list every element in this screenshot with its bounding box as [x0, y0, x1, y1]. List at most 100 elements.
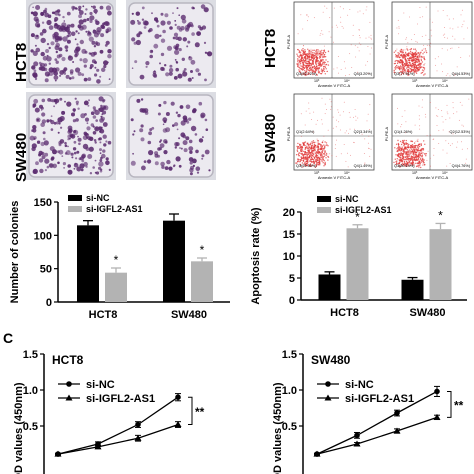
colony-dot: [95, 127, 98, 130]
flow-event-dot: [323, 53, 326, 56]
flow-event-dot: [348, 112, 350, 114]
bar: [191, 261, 213, 302]
colony-dot: [32, 125, 37, 130]
colony-dot: [102, 134, 107, 139]
flow-event-dot: [300, 56, 303, 58]
flow-q3-label: Q3(92.50%): [296, 164, 317, 168]
flow-event-dot: [412, 153, 414, 155]
flow-event-dot: [303, 52, 305, 54]
flow-event-dot: [409, 62, 411, 65]
flow-event-dot: [408, 153, 411, 155]
colony-dot: [77, 32, 80, 35]
flow-event-dot: [393, 161, 395, 164]
flow-event-dot: [414, 146, 417, 149]
flow-event-dot: [398, 26, 400, 28]
colony-dot: [73, 151, 77, 155]
flow-event-dot: [418, 66, 420, 68]
colony-dot: [34, 44, 37, 47]
flow-event-dot: [456, 66, 458, 68]
plate-sw480-sil: [126, 92, 216, 180]
colony-dot: [175, 60, 178, 63]
flow-event-dot: [426, 44, 428, 46]
colony-dot: [75, 157, 78, 160]
legend-label: si-NC: [86, 193, 110, 203]
flow-event-dot: [297, 147, 299, 150]
colony-dot: [36, 118, 39, 121]
colony-dot: [54, 79, 57, 82]
flow-event-dot: [322, 65, 325, 68]
colony-dot: [191, 32, 195, 36]
flow-event-dot: [363, 153, 365, 154]
colony-dot: [64, 144, 68, 148]
flow-event-dot: [306, 153, 308, 156]
colony-dot: [163, 100, 167, 105]
flow-event-dot: [420, 144, 422, 147]
flow-event-dot: [461, 148, 463, 150]
x-tick-label: SW480: [171, 309, 207, 321]
flow-event-dot: [297, 160, 299, 163]
flow-event-dot: [417, 148, 419, 150]
colony-dot: [103, 106, 106, 109]
colony-dot: [44, 12, 49, 18]
flow-event-dot: [420, 63, 422, 66]
flow-event-dot: [446, 152, 448, 154]
flow-event-dot: [449, 144, 451, 146]
flow-event-dot: [315, 155, 317, 157]
flow-event-dot: [411, 144, 414, 146]
flow-event-dot: [449, 75, 451, 77]
colony-dot: [133, 130, 136, 133]
flow-event-dot: [430, 165, 431, 167]
flow-event-dot: [420, 161, 423, 163]
flow-event-dot: [461, 141, 462, 143]
flow-event-dot: [333, 41, 334, 43]
colony-dot: [49, 146, 55, 152]
flow-event-dot: [315, 165, 318, 167]
data-point: [54, 450, 62, 457]
flow-event-dot: [305, 74, 307, 76]
flow-event-dot: [300, 68, 303, 71]
colony-dot: [105, 157, 109, 161]
colony-dot: [159, 143, 165, 148]
data-point: [393, 427, 401, 434]
y-tick-label: 0: [289, 295, 295, 307]
flow-event-dot: [336, 67, 338, 69]
colony-dot: [206, 52, 209, 55]
flow-event-dot: [307, 58, 309, 60]
flow-event-dot: [397, 145, 400, 147]
flow-event-dot: [316, 146, 318, 149]
flow-row-label-sw480: SW480: [262, 113, 279, 163]
flow-plots: PI-PE-AQ3(92.72%) Q4(3.20%)10³ 10⁴Annexin …: [286, 1, 473, 180]
flow-event-dot: [296, 162, 298, 164]
flow-event-dot: [317, 140, 319, 142]
flow-event-dot: [328, 51, 330, 53]
colony-dot: [154, 153, 159, 158]
colony-dot: [152, 72, 157, 78]
colony-dot: [43, 63, 48, 67]
flow-event-dot: [414, 48, 417, 50]
y-tick-label: 1.5: [23, 349, 38, 361]
flow-event-dot: [296, 63, 298, 65]
flow-event-dot: [463, 38, 465, 40]
flow-event-dot: [419, 164, 421, 166]
flow-event-dot: [304, 146, 307, 149]
colony-dot: [105, 140, 108, 143]
colony-dot: [53, 75, 59, 80]
flow-event-dot: [395, 59, 397, 62]
flow-event-dot: [419, 7, 421, 8]
flow-event-dot: [370, 38, 372, 40]
flow-event-dot: [414, 74, 415, 76]
colony-dot: [86, 18, 90, 21]
colony-dot: [105, 5, 112, 11]
flow-event-dot: [328, 31, 330, 33]
flow-event-dot: [404, 156, 406, 158]
colony-dot: [99, 141, 102, 144]
colony-dot: [44, 169, 47, 172]
flow-event-dot: [416, 159, 418, 161]
flow-event-dot: [309, 164, 311, 166]
flow-event-dot: [414, 162, 416, 164]
flow-event-dot: [393, 62, 396, 65]
flow-event-dot: [406, 57, 409, 60]
flow-event-dot: [396, 62, 399, 65]
flow-event-dot: [351, 67, 353, 68]
flow-event-dot: [312, 164, 314, 166]
